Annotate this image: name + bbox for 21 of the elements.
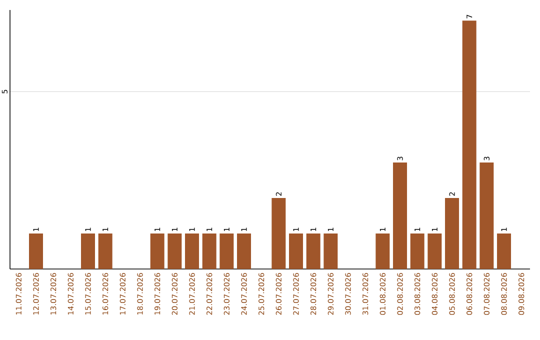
bar [150,234,164,269]
bar [29,234,43,269]
bar [324,234,338,269]
bar [480,162,494,269]
bar [237,234,251,269]
bar [393,162,408,269]
bar [81,234,95,269]
bar [185,234,199,269]
bar [410,234,424,269]
bar [445,198,460,269]
bar [306,234,320,269]
bar [98,234,112,269]
bar [202,234,216,269]
bar [497,234,512,269]
bar [462,20,476,269]
bar [220,234,234,269]
bar [272,198,286,269]
bar [376,234,390,269]
bar [289,234,304,269]
bar [168,234,182,269]
bar [428,234,442,269]
